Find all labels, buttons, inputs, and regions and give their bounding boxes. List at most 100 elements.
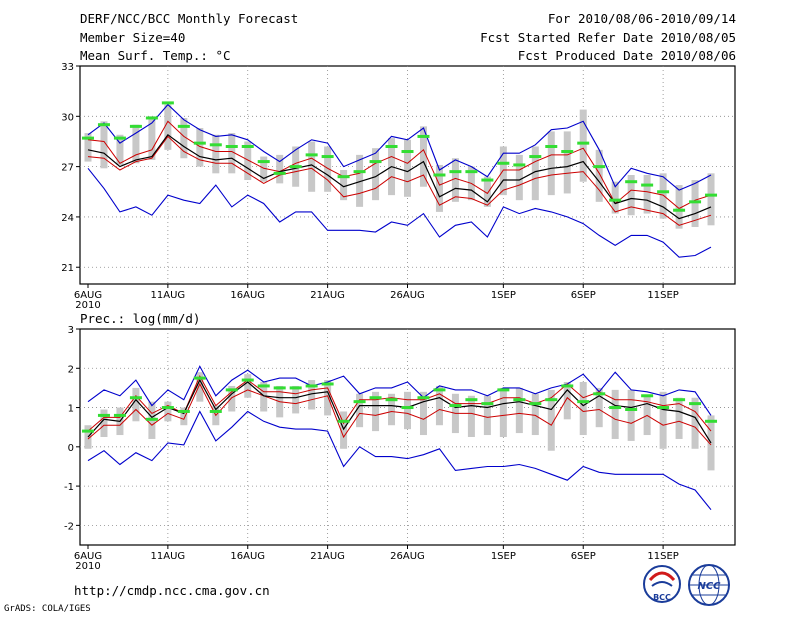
y-tick-label: 2 bbox=[68, 364, 74, 375]
fcst-started-date: Fcst Started Refer Date 2010/08/05 bbox=[480, 30, 736, 45]
y-tick-label: 33 bbox=[61, 62, 74, 73]
chart-title: DERF/NCC/BCC Monthly Forecast bbox=[80, 11, 299, 26]
ensemble-box bbox=[563, 382, 571, 420]
ensemble-box bbox=[372, 148, 380, 201]
ensemble-box bbox=[388, 393, 396, 426]
x-tick-label: 21AUG bbox=[310, 551, 345, 562]
upper-line bbox=[87, 374, 712, 432]
ensemble-box bbox=[691, 180, 699, 227]
variable-label: Mean Surf. Temp.: °C bbox=[80, 48, 231, 63]
ensemble-box bbox=[627, 389, 635, 441]
ensemble-box bbox=[435, 164, 443, 212]
ensemble-box bbox=[483, 176, 491, 207]
ensemble-box bbox=[260, 156, 268, 182]
ensemble-box bbox=[419, 391, 427, 436]
y-tick-label: 21 bbox=[61, 263, 74, 274]
y-tick-label: 1 bbox=[68, 404, 74, 415]
ensemble-box bbox=[707, 173, 715, 226]
fcst-produced-date: Fcst Produced Date 2010/08/06 bbox=[517, 48, 736, 63]
ensemble-box bbox=[659, 391, 667, 449]
ensemble-box bbox=[547, 131, 555, 196]
ensemble-box bbox=[499, 387, 507, 437]
ensemble-box bbox=[451, 158, 459, 202]
lower-line bbox=[87, 382, 712, 446]
ensemble-box bbox=[404, 391, 411, 430]
x-tick-label: 11AUG bbox=[151, 290, 186, 301]
y-tick-label: 0 bbox=[68, 443, 74, 454]
lower-line bbox=[87, 135, 712, 226]
ensemble-box bbox=[643, 175, 651, 214]
ensemble-box bbox=[228, 385, 236, 412]
ensemble-box bbox=[531, 146, 539, 201]
x-tick-label: 6SEP bbox=[571, 290, 596, 301]
forecast-period: For 2010/08/06-2010/09/14 bbox=[547, 11, 736, 26]
ensemble-box bbox=[595, 149, 603, 202]
ensemble-box bbox=[84, 133, 92, 162]
bcc-swirl-icon bbox=[648, 571, 676, 582]
ensemble-box bbox=[707, 415, 715, 471]
ensemble-box bbox=[260, 382, 268, 412]
min-line bbox=[87, 167, 712, 258]
ensemble-box bbox=[611, 389, 619, 439]
x-tick-label: 1SEP bbox=[491, 290, 516, 301]
x-tick-label: 1SEP bbox=[491, 551, 516, 562]
max-line bbox=[87, 103, 712, 191]
ensemble-box bbox=[180, 117, 188, 159]
ensemble-box bbox=[164, 104, 172, 150]
ensemble-box bbox=[324, 146, 332, 192]
ensemble-box bbox=[675, 185, 683, 229]
ensemble-box bbox=[627, 175, 635, 216]
member-size-label: Member Size=40 bbox=[80, 30, 186, 45]
ncc-logo-text: NCC bbox=[697, 581, 721, 592]
ensemble-box bbox=[196, 372, 204, 402]
ensemble-box bbox=[595, 387, 603, 428]
y-tick-label: 27 bbox=[61, 163, 74, 174]
ensemble-box bbox=[579, 382, 587, 436]
x-tick-label: 11SEP bbox=[647, 290, 678, 301]
x-tick-label: 21AUG bbox=[310, 290, 345, 301]
ensemble-box bbox=[212, 134, 220, 174]
y-tick-label: -1 bbox=[64, 482, 74, 493]
ensemble-box bbox=[404, 139, 411, 197]
x-tick-label: 6SEP bbox=[571, 551, 596, 562]
ensemble-box bbox=[132, 124, 140, 164]
max-line bbox=[87, 365, 712, 416]
temperature-panel: 21 24 27 30 33 6AUG 11AUG 16AUG 21AUG 26AUG 1SEP 6S… bbox=[61, 62, 736, 311]
ensemble-box bbox=[483, 395, 491, 436]
ensemble-box bbox=[372, 391, 380, 432]
ensemble-box bbox=[276, 154, 284, 184]
x-tick-label: 11SEP bbox=[647, 551, 678, 562]
ensemble-box bbox=[180, 407, 188, 426]
ensemble-box bbox=[659, 173, 667, 219]
precipitation-panel: -2 -1 0 1 2 3 6AUG 11AUG 16AUG 21AUG 26AUG 1SEP 6SEP… bbox=[64, 311, 736, 572]
ensemble-box bbox=[308, 141, 316, 192]
ensemble-box bbox=[100, 121, 108, 169]
x-tick-label: 16AUG bbox=[230, 551, 265, 562]
source-url[interactable]: http://cmdp.ncc.cma.gov.cn bbox=[74, 583, 270, 598]
ensemble-box bbox=[324, 380, 332, 416]
mean-line bbox=[87, 378, 712, 444]
ensemble-box bbox=[435, 385, 443, 426]
ensemble-box bbox=[563, 131, 571, 194]
min-line bbox=[87, 410, 712, 511]
year-label: 2010 bbox=[75, 300, 100, 311]
ensemble-box bbox=[148, 116, 156, 160]
ensemble-box bbox=[419, 126, 427, 187]
grads-credit: GrADS: COLA/IGES bbox=[4, 604, 91, 614]
ensemble-box bbox=[547, 389, 555, 451]
ensemble-box bbox=[308, 380, 316, 410]
mean-line bbox=[87, 133, 712, 220]
ensemble-box bbox=[228, 133, 236, 174]
ensemble-box bbox=[292, 385, 300, 414]
x-tick-label: 6AUG bbox=[74, 290, 102, 301]
x-tick-label: 16AUG bbox=[230, 290, 265, 301]
ensemble-box bbox=[164, 401, 172, 422]
ensemble-box bbox=[515, 387, 523, 434]
y-tick-label: 24 bbox=[61, 213, 74, 224]
upper-line bbox=[87, 120, 712, 210]
ensemble-box bbox=[675, 397, 683, 439]
ensemble-box bbox=[84, 425, 92, 449]
ensemble-box bbox=[116, 134, 124, 165]
ensemble-box bbox=[356, 393, 364, 428]
